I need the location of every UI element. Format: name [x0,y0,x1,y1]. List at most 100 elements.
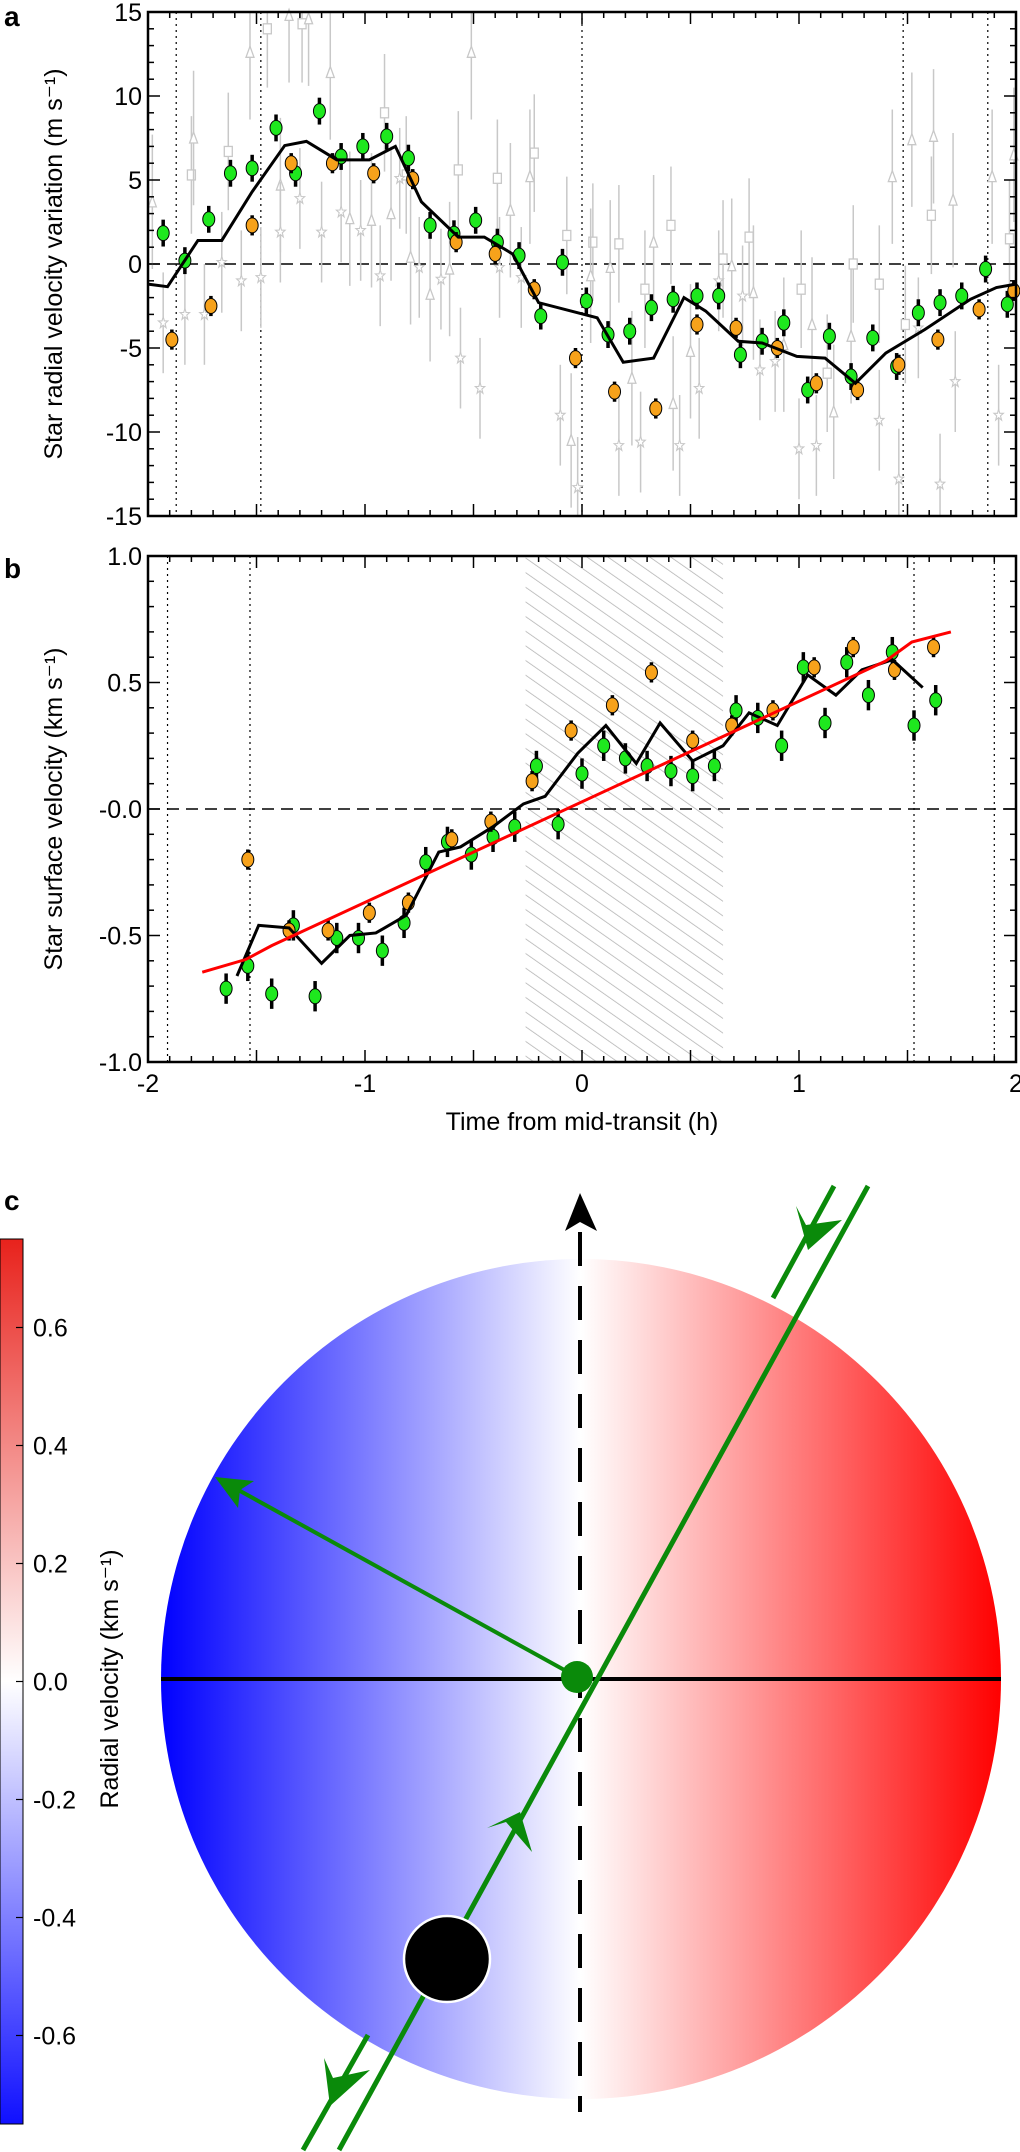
panel-a-archival-point-triangle [425,286,436,300]
panel-a-archival-point-square [926,209,937,221]
panel-a-archival-point-triangle [505,202,516,216]
panel-a-archival-point-triangle [668,395,679,410]
colorbar-tick-label: 0.2 [33,1551,68,1579]
panel-b-y-tick-label: 0.5 [107,670,142,698]
panel-a-archival-point-star [413,259,426,274]
panel-a-data-point [822,328,836,345]
panel-a-archival-point-star [393,170,406,185]
panel-a-archival-point-triangle [948,192,958,206]
panel-a-archival-point-star [374,267,387,283]
panel-a-archival-point-star [571,479,584,494]
panel-a-archival-point-triangle [987,168,998,183]
panel-a-archival-point-triangle [906,131,917,146]
panel-a-archival-point-square [379,107,390,119]
panel-b-x-tick-label: -1 [354,1070,376,1098]
panel-a-archival-point-square [588,236,598,248]
panel-a-archival-point-triangle [366,212,377,226]
panel-a-archival-point-triangle [726,257,737,272]
panel-a-archival-point-square [529,147,539,159]
panel-a-archival-point-star [454,350,467,365]
panel-a-archival-point-star [769,353,782,368]
panel-b-data-point [419,854,433,871]
panel-a-archival-point-triangle [245,44,255,58]
panel-a-archival-point-triangle [928,128,939,142]
panel-a-archival-point-star [554,407,567,422]
colorbar-tick-label: -0.2 [33,1787,76,1815]
panel-a-data-point [534,308,548,325]
panel-b-data-point [775,737,789,754]
panel-a-archival-point-star [434,271,448,286]
panel-a-archival-point-star [933,476,947,491]
panel-b-plot: -1.0 -0.5 -0.0 0.5 1.0 -2 -1 0 1 2 Time from mid-t… [40,543,1020,1136]
panel-b-data-point [375,942,389,959]
panel-b-data-point [707,757,721,774]
panel-a-data-point [933,294,947,311]
panel-a-archival-point-triangle [386,205,396,220]
panel-a-archival-point-triangle [466,44,477,58]
panel-a-data-point [623,323,637,340]
panel-a-archival-point-star [892,471,905,486]
colorbar-tick-label: -0.6 [33,2023,76,2051]
panel-a-data-point [269,119,283,136]
panel-a-archival-point-square [1004,233,1015,245]
panel-b-data-point [807,659,821,676]
panel-a-archival-point-triangle [626,370,637,384]
panel-a-label: a [4,1,20,32]
panel-b-data-point [907,717,921,734]
panel-a-archival-point-star [493,259,506,274]
panel-b-data-point [265,985,279,1002]
panel-a-data-point [284,155,298,172]
panel-a-archival-point-triangle [887,168,898,183]
panel-a-data-point [649,400,663,417]
panel-a-series-1 [147,7,1019,508]
panel-a-data-point [608,383,622,400]
orbit-direction-arrowhead-upper-icon [796,1206,842,1250]
panel-a-archival-point-star [992,407,1005,422]
panel-a-archival-point-square [492,172,503,184]
panel-b-data-point [445,831,459,848]
panel-a-archival-point-star [235,272,248,288]
panel-a-archival-point-star [354,222,367,237]
panel-a-data-point [245,160,259,177]
panel-a-data-point [356,138,370,155]
panel-a-archival-point-triangle [748,284,759,299]
panel-a-archival-point-triangle [188,130,199,144]
panel-a-archival-point-star [156,314,170,330]
panel-a-archival-point-triangle [344,210,355,225]
panel-b-data-point [308,988,322,1005]
panel-a-y-tick-label: 5 [128,167,142,195]
panel-a-archival-point-star [949,373,962,389]
colorbar-tick-label: -0.4 [33,1905,76,1933]
panel-a-archival-point-triangle [605,259,616,274]
panel-a-series-2 [156,127,1005,516]
panel-a-archival-point-star [693,380,706,395]
panel-a-archival-point-triangle [325,64,336,79]
panel-a-archival-point-star [293,190,307,205]
panel-a-archival-point-star [254,269,267,284]
panel-a-archival-point-star [178,306,192,321]
panel-b-data-point [241,851,255,868]
panel-a-archival-point-square [822,367,832,379]
panel-a-archival-point-square [666,219,676,232]
panel-a-archival-point-square [848,258,858,270]
colorbar-tick-label: 0.0 [33,1669,68,1697]
colorbar-tick-label: 0.6 [33,1315,68,1343]
panel-a-data-point [777,314,791,331]
panel-b-y-tick-label: 1.0 [107,543,142,571]
panel-a-data-point [729,319,743,336]
panel-a-data-point [204,298,218,314]
panel-a-archival-point-square [796,283,806,295]
panel-a-data-point [156,225,170,242]
panel-a-archival-point-star [873,412,886,427]
panel-a-data-point [690,287,704,304]
panel-a-data-point [712,287,726,304]
panel-b-data-point [840,654,854,671]
panel-a-plot: -15 -10 -5 0 5 10 15 Star radial velocity varia… [40,0,1020,531]
panel-a-y-tick-label: -5 [120,335,142,363]
panel-b-x-tick-label: -2 [137,1070,159,1098]
panel-a-series-3 [156,97,1014,404]
panel-a-archival-point-star [792,440,806,456]
panel-a-archival-point-square [562,229,572,242]
panel-a-archival-point-triangle [524,168,535,183]
panel-a-archival-point-square [186,169,197,181]
